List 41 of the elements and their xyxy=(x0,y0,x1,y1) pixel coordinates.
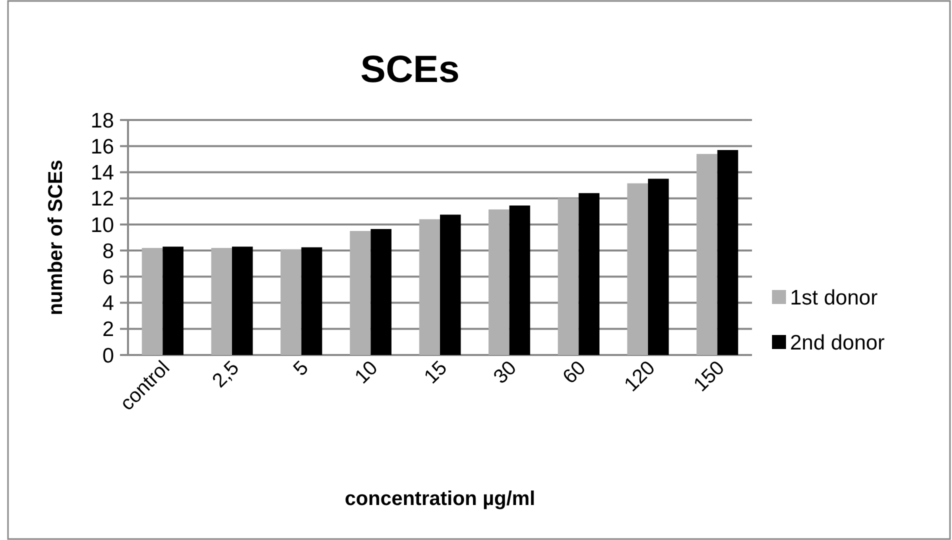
y-axis-title: number of SCEs xyxy=(45,160,67,316)
bar xyxy=(696,154,718,355)
bar xyxy=(211,248,232,355)
chart-title: SCEs xyxy=(360,49,460,91)
bar xyxy=(370,229,392,355)
y-tick-label: 18 xyxy=(90,109,114,132)
x-tick-label: 2,5 xyxy=(208,356,244,392)
bar xyxy=(627,183,648,355)
bar xyxy=(648,178,669,355)
y-tick-label: 8 xyxy=(102,240,114,263)
bar xyxy=(301,247,322,355)
x-axis-title: concentration µg/ml xyxy=(344,488,536,510)
bar xyxy=(162,246,184,355)
y-tick-label: 10 xyxy=(90,214,114,237)
x-tick-label: 30 xyxy=(490,356,521,388)
y-tick-label: 16 xyxy=(90,135,114,158)
bar xyxy=(280,249,302,355)
bar xyxy=(440,214,461,355)
bar xyxy=(142,248,163,355)
bar xyxy=(578,193,600,355)
legend-label: 2nd donor xyxy=(790,331,885,354)
bar xyxy=(419,219,440,355)
x-tick-label: 15 xyxy=(420,356,452,388)
x-tick-label: 150 xyxy=(690,356,729,396)
bar xyxy=(558,198,579,355)
x-tick-label: 10 xyxy=(350,356,382,388)
x-tick-label: 120 xyxy=(620,356,660,396)
y-tick-label: 14 xyxy=(90,162,114,185)
legend-label: 1st donor xyxy=(790,286,878,310)
bar xyxy=(488,209,510,355)
bar xyxy=(717,150,738,355)
y-tick-label: 12 xyxy=(90,188,114,211)
y-tick-label: 2 xyxy=(102,318,114,342)
y-tick-label: 4 xyxy=(102,292,114,316)
x-tick-label: 60 xyxy=(558,356,590,388)
y-tick-label: 0 xyxy=(102,344,114,368)
bar xyxy=(232,246,253,355)
bar xyxy=(509,206,530,355)
x-tick-label: 5 xyxy=(289,356,313,380)
y-tick-label: 6 xyxy=(102,266,114,290)
bar xyxy=(350,230,371,355)
